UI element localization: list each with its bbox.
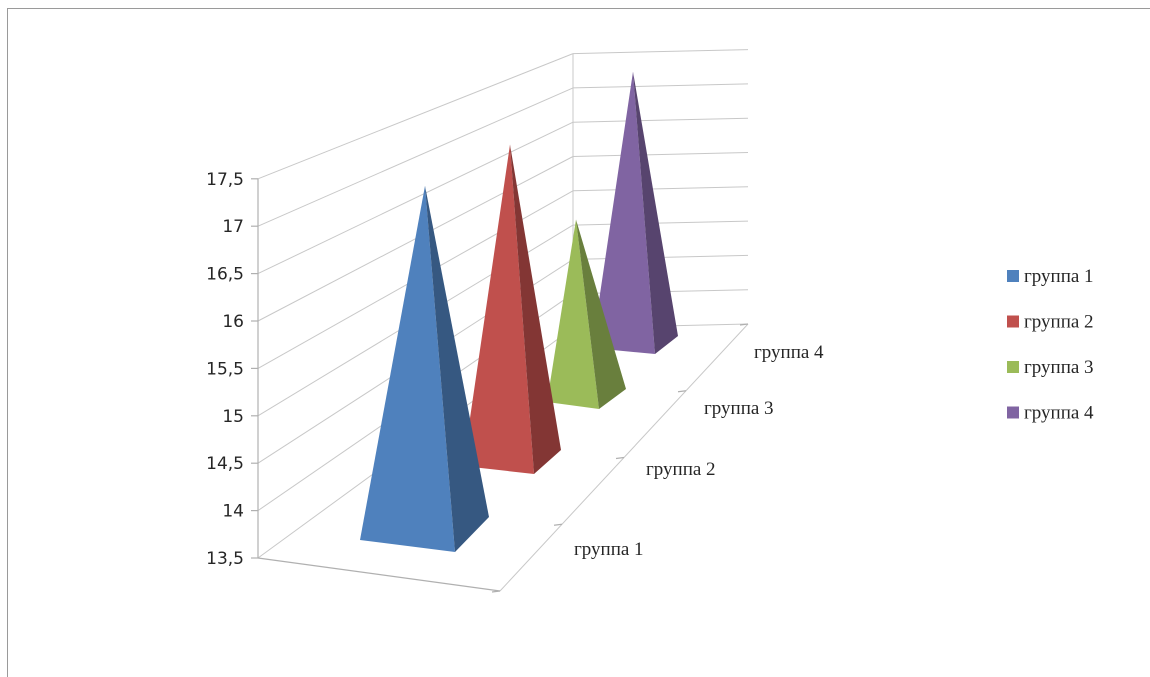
y-tick-label: 17,5 (206, 170, 244, 190)
legend-swatch (1007, 315, 1019, 328)
x-tick-label: группа 4 (754, 342, 824, 363)
x-axis-line (257, 557, 501, 592)
legend-swatch (1007, 406, 1019, 419)
legend-label: группа 4 (1024, 403, 1094, 424)
legend-swatch (1007, 270, 1019, 282)
x-tick-label: группа 2 (646, 459, 716, 480)
x-tick-label: группа 1 (574, 539, 644, 560)
y-axis-tick-labels: 13,5 14 14,5 15 15,5 16 16,5 17 17,5 (206, 170, 244, 569)
y-tick-label: 13,5 (206, 549, 244, 569)
legend: группа 1 группа 2 группа 3 группа 4 (1007, 266, 1094, 424)
y-tick-label: 14 (222, 502, 244, 522)
axes (251, 178, 749, 593)
pyramid-front-face (463, 144, 534, 474)
y-tick-label: 16 (222, 312, 244, 332)
pyramid-side-face (425, 185, 489, 552)
y-tick-label: 15,5 (206, 359, 244, 379)
legend-label: группа 2 (1024, 312, 1094, 333)
gridline-back (572, 49, 749, 55)
y-tick-label: 17 (222, 217, 244, 237)
pyramid-2 (463, 144, 561, 474)
y-tick-label: 14,5 (206, 454, 244, 474)
gridline-back (572, 83, 749, 89)
pyramid-1 (360, 185, 489, 552)
x-tick-label: группа 3 (704, 398, 774, 419)
depth-tick-mark (677, 390, 687, 393)
gridline-side (257, 121, 574, 275)
pyramid-side-face (633, 71, 678, 354)
pyramid-front-face (360, 185, 455, 552)
gridline-side (257, 53, 574, 180)
chart-frame (7, 8, 1150, 677)
pyramid-front-face (547, 219, 599, 409)
x-axis-tick-labels: группа 1 группа 2 группа 3 группа 4 (574, 342, 824, 560)
depth-tick-mark (491, 590, 501, 593)
depth-tick-mark (615, 456, 625, 460)
pyramid-4 (592, 71, 678, 354)
depth-tick-mark (553, 523, 563, 526)
gridline-side (257, 87, 574, 227)
y-tick-label: 16,5 (206, 265, 244, 285)
pyramids (360, 71, 678, 552)
legend-label: группа 3 (1024, 357, 1094, 378)
pyramid-side-face (576, 219, 626, 409)
gridline-back (572, 152, 749, 157)
y-tick-label: 15 (222, 407, 244, 427)
gridline-back (572, 220, 749, 226)
legend-label: группа 1 (1024, 266, 1094, 287)
pyramid-3 (547, 219, 626, 409)
pyramid-front-face (592, 71, 655, 354)
depth-tick-mark (739, 323, 749, 326)
gridline-back (572, 186, 749, 192)
pyramid-side-face (510, 144, 561, 474)
gridline-back (572, 117, 749, 123)
legend-swatch (1007, 361, 1019, 373)
